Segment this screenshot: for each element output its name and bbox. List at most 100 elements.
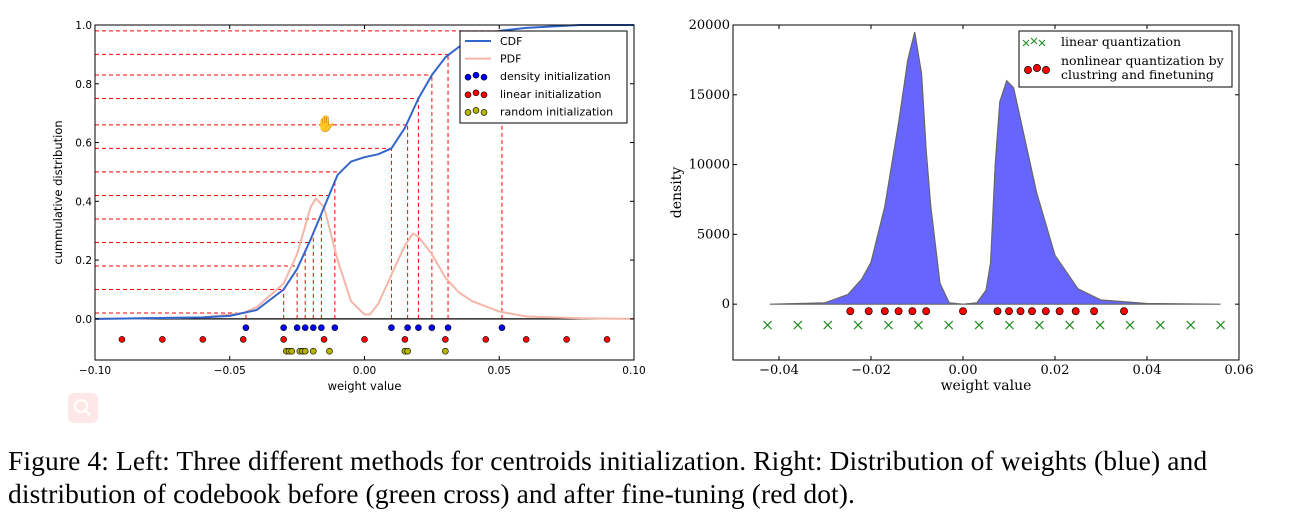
right-xtick-label: −0.04: [759, 363, 799, 378]
random-point: [309, 347, 317, 355]
legend-dot-swatch: [472, 89, 480, 97]
weight-distribution-area: [769, 31, 1221, 305]
random-point: [288, 347, 296, 355]
cross-mark: [1155, 320, 1165, 330]
left-ylabel: cummulative distribution: [51, 120, 65, 264]
right-axes-frame: [732, 24, 1240, 361]
cross-mark: [974, 320, 984, 330]
left-ytick-label: 0.8: [75, 79, 92, 91]
density-point: [301, 324, 309, 331]
linear-quantization-cross: [1216, 320, 1226, 330]
random-point: [442, 347, 449, 355]
right-xtick-label: −0.02: [851, 363, 891, 378]
search-icon[interactable]: [68, 393, 98, 423]
figure-caption: Figure 4: Left: Three different methods …: [8, 445, 1208, 509]
legend-frame: [459, 30, 628, 124]
linear-point: [280, 336, 287, 343]
cross-mark: [1125, 320, 1135, 330]
nonlinear-quantization-point: [1055, 307, 1064, 316]
linear-point: [320, 336, 328, 343]
linear-quantization-cross: [1155, 320, 1165, 330]
density-point: [444, 324, 452, 331]
legend-label: random initialization: [500, 105, 613, 118]
legend-dot-swatch: [464, 73, 472, 81]
nonlinear-quantization-point: [993, 307, 1002, 316]
legend-dot-swatch: [480, 109, 488, 116]
pdf-line: [94, 196, 635, 320]
linear-point: [563, 336, 570, 343]
left-ytick-label: 1.0: [75, 20, 92, 32]
right-ytick-label: 0: [722, 297, 730, 312]
linear-quantization-cross: [974, 320, 984, 330]
right-ytick-label: 15000: [689, 88, 730, 103]
right-ytick-label: 5000: [697, 227, 730, 242]
legend-dot-swatch: [1042, 66, 1050, 74]
legend-label: linear quantization: [1061, 34, 1181, 49]
right-xtick-label: 0.06: [1225, 363, 1254, 378]
right-ylabel: density: [669, 167, 685, 219]
right-xlabel: weight value: [941, 378, 1032, 394]
left-ytick-label: 0.0: [75, 314, 92, 326]
random-point: [326, 347, 333, 355]
left-xtick-label: 0.00: [353, 365, 376, 377]
legend-cross-swatch: [1022, 39, 1030, 47]
right-xtick-label: 0.00: [949, 363, 978, 378]
figure: −0.10 −0.05 0.00 0.05 0.10 0.0 0.2 0.4 0.6 0.8 1.0…: [51, 18, 1254, 394]
legend-dot-swatch: [1024, 66, 1032, 74]
cross-mark: [913, 320, 923, 330]
linear-quantization-cross: [944, 320, 954, 330]
legend-label-line: clustring and finetuning: [1061, 67, 1214, 82]
nonlinear-quantization-point: [922, 307, 931, 316]
legend-frame: [1018, 30, 1233, 88]
legend-dot-swatch: [464, 91, 472, 99]
nonlinear-quantization-point: [1016, 307, 1025, 316]
nonlinear-quantization-point: [1041, 307, 1050, 316]
left-ytick-label: 0.4: [75, 196, 92, 208]
linear-quantization-cross: [913, 320, 923, 330]
cross-mark: [853, 320, 863, 330]
cross-mark: [1065, 320, 1075, 330]
linear-point: [482, 336, 490, 343]
nonlinear-quantization-point: [880, 307, 889, 316]
linear-quantization-cross: [1005, 320, 1014, 330]
nonlinear-quantization-point: [894, 307, 903, 316]
linear-quantization-cross: [1095, 320, 1105, 330]
nonlinear-quantization-point: [1071, 307, 1080, 316]
left-ytick-label: 0.2: [75, 255, 92, 267]
density-point: [404, 324, 411, 331]
legend-label: density initialization: [500, 70, 611, 83]
left-xtick-label: 0.05: [488, 365, 511, 377]
random-point: [404, 347, 411, 355]
cross-mark: [793, 320, 803, 330]
cross-mark: [763, 320, 772, 330]
nonlinear-quantization-point: [908, 307, 917, 316]
cross-mark: [1186, 320, 1196, 330]
legend-dot-swatch: [1033, 64, 1041, 72]
left-xtick-label: −0.10: [79, 365, 111, 377]
legend-dot-swatch: [480, 91, 488, 99]
linear-quantization-cross: [853, 320, 863, 330]
cross-mark: [1216, 320, 1226, 330]
nonlinear-quantization-point: [864, 307, 873, 316]
density-point: [309, 324, 317, 331]
linear-quantization-cross: [884, 320, 893, 330]
left-xlabel: weight value: [328, 379, 402, 393]
linear-quantization-cross: [1065, 320, 1075, 330]
cross-mark: [1095, 320, 1105, 330]
right-ytick-label: 10000: [689, 158, 730, 173]
nonlinear-quantization-point: [1028, 307, 1036, 316]
linear-point: [239, 336, 247, 343]
nonlinear-quantization-point: [959, 307, 967, 316]
linear-point: [159, 336, 166, 343]
legend-dot-swatch: [472, 71, 480, 79]
density-point: [280, 324, 287, 331]
linear-quantization-cross: [793, 320, 803, 330]
cross-mark: [944, 320, 954, 330]
nonlinear-quantization-point: [1120, 307, 1128, 316]
nonlinear-quantization-point: [846, 307, 855, 316]
nonlinear-quantization-point: [1005, 307, 1013, 316]
left-legend: CDF PDF density initialization linear initi…: [459, 30, 628, 124]
left-ytick-label: 0.6: [75, 138, 92, 150]
right-xtick-label: 0.04: [1133, 363, 1162, 378]
legend-dot-swatch: [480, 73, 488, 81]
